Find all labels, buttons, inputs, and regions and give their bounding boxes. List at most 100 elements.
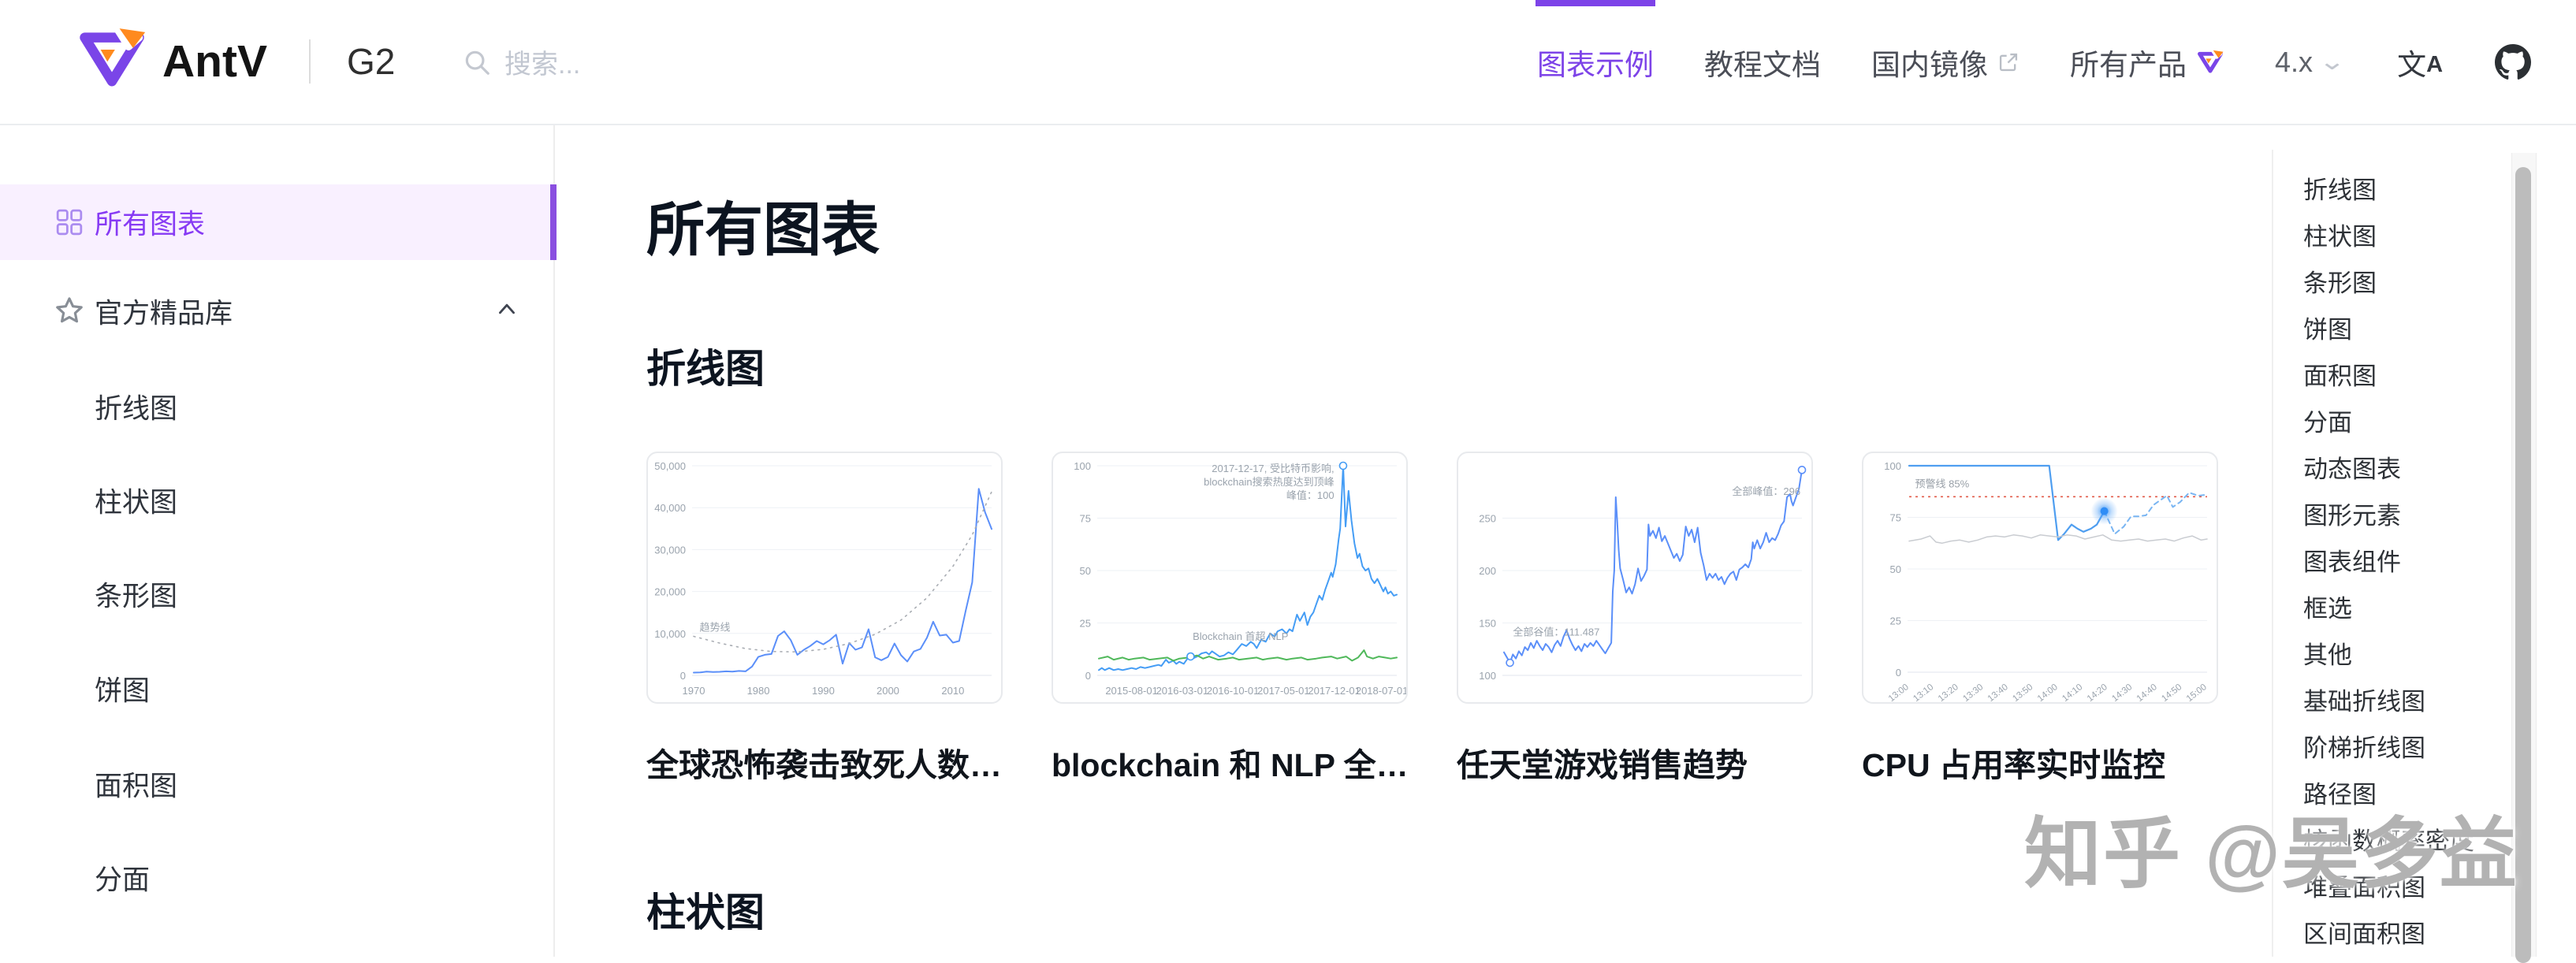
toc-item-1[interactable]: 柱状图 — [2303, 223, 2377, 251]
sidebar-item-2[interactable]: 折线图 — [0, 369, 555, 444]
sidebar-item-label: 柱状图 — [95, 487, 178, 519]
svg-text:2016-03-01: 2016-03-01 — [1156, 685, 1209, 697]
brand-g2[interactable]: G2 — [347, 41, 396, 82]
sidebar-item-5[interactable]: 饼图 — [0, 651, 555, 727]
section-heading-bar-charts: 柱状图 — [646, 890, 765, 935]
chart-card-3[interactable]: 0 25 50 75 100 13:00 13:10 13:20 13:30 13:40 13:50… — [1862, 452, 2218, 786]
svg-text:2010: 2010 — [941, 685, 964, 697]
toc-item-2[interactable]: 条形图 — [2303, 270, 2377, 297]
sidebar-item-7[interactable]: 分面 — [0, 840, 555, 916]
toc-item-7[interactable]: 图形元素 — [2303, 502, 2401, 530]
svg-text:14:00: 14:00 — [2036, 682, 2060, 704]
chart-card-1[interactable]: 0 25 50 75 100 2015-08-01 2016-03-01 2016-10-01… — [1052, 452, 1409, 786]
svg-text:blockchain搜索热度达到顶峰: blockchain搜索热度达到顶峰 — [1204, 476, 1334, 488]
thumbnail-chart-svg: 0 25 50 75 100 2015-08-012016-03-012016-10-01… — [1074, 460, 1406, 697]
svg-text:14:20: 14:20 — [2086, 682, 2109, 704]
svg-text:10,000: 10,000 — [654, 628, 686, 640]
nav-label: 教程文档 — [1704, 48, 1821, 81]
search-placeholder: 搜索... — [504, 50, 581, 80]
nav-label: 所有产品 — [2070, 48, 2187, 81]
svg-text:150: 150 — [1479, 618, 1496, 630]
svg-text:100: 100 — [1074, 460, 1091, 472]
svg-text:75: 75 — [1890, 512, 1901, 524]
toc-item-5[interactable]: 分面 — [2303, 409, 2352, 437]
svg-text:峰值：100: 峰值：100 — [1286, 489, 1335, 501]
sidebar-item-label: 分面 — [95, 864, 151, 896]
nav-docs[interactable]: 教程文档 — [1704, 0, 1821, 124]
antv-logo-icon[interactable] — [76, 26, 148, 95]
chart-card-caption: CPU 占用率实时监控 — [1862, 747, 2165, 783]
chart-thumbnail: 100 150 200 250 全部谷值：111.487 全部峰值：296 — [1457, 452, 1813, 704]
sidebar-item-label: 面积图 — [95, 771, 178, 802]
svg-text:25: 25 — [1080, 618, 1091, 630]
svg-text:全部峰值：296: 全部峰值：296 — [1732, 485, 1800, 497]
sidebar-item-0[interactable]: 所有图表 — [0, 184, 557, 260]
svg-text:0: 0 — [1896, 667, 1901, 679]
svg-text:全部谷值：111.487: 全部谷值：111.487 — [1513, 626, 1599, 638]
svg-text:75: 75 — [1080, 513, 1091, 525]
nav-examples[interactable]: 图表示例 — [1536, 0, 1655, 124]
sidebar-item-3[interactable]: 柱状图 — [0, 463, 555, 538]
svg-text:15:00: 15:00 — [2185, 682, 2209, 704]
svg-text:趋势线: 趋势线 — [700, 622, 731, 634]
nav-mirror[interactable]: 国内镜像 — [1871, 0, 2019, 124]
toc-item-0[interactable]: 折线图 — [2303, 177, 2377, 204]
toc-item-8[interactable]: 图表组件 — [2303, 548, 2401, 576]
toc-item-14[interactable]: 核函数概率密度 — [2303, 827, 2474, 855]
search-icon — [465, 50, 490, 75]
github-icon — [2495, 43, 2532, 80]
sidebar-item-label: 条形图 — [95, 581, 178, 612]
nav-products[interactable]: 所有产品 — [2070, 0, 2224, 124]
page-title: 所有图表 — [646, 197, 880, 262]
toc-item-9[interactable]: 框选 — [2303, 595, 2352, 623]
svg-text:13:20: 13:20 — [1937, 682, 1960, 704]
toc-item-10[interactable]: 其他 — [2303, 641, 2352, 669]
svg-text:13:00: 13:00 — [1887, 682, 1911, 704]
svg-text:100: 100 — [1479, 670, 1496, 682]
svg-text:14:10: 14:10 — [2060, 682, 2084, 704]
brand-antv[interactable]: AntV — [162, 36, 267, 87]
antv-mark-icon — [2198, 49, 2224, 73]
thumbnail-chart-svg: 100 150 200 250 全部谷值：111.487 全部峰值：296 — [1479, 466, 1807, 682]
svg-text:2015-08-01: 2015-08-01 — [1105, 685, 1158, 697]
sidebar-item-1[interactable]: 官方精品库 — [0, 273, 555, 349]
search-input[interactable]: 搜索... — [462, 0, 580, 124]
svg-text:25: 25 — [1890, 615, 1901, 627]
svg-text:200: 200 — [1479, 565, 1496, 577]
scrollbar-thumb[interactable] — [2515, 167, 2531, 963]
toc-item-4[interactable]: 面积图 — [2303, 363, 2377, 390]
chart-card-2[interactable]: 100 150 200 250 全部谷值：111.487 全部峰值：296 任天堂游戏销售趋… — [1457, 452, 1813, 786]
svg-text:14:30: 14:30 — [2110, 682, 2134, 704]
toc-item-3[interactable]: 饼图 — [2303, 316, 2352, 344]
github-link[interactable] — [2495, 0, 2532, 124]
sidebar-item-4[interactable]: 条形图 — [0, 556, 555, 632]
toc-item-11[interactable]: 基础折线图 — [2303, 688, 2425, 716]
svg-text:250: 250 — [1479, 513, 1496, 525]
nav-version[interactable]: 4.x ⌄ — [2275, 0, 2346, 124]
toc-item-12[interactable]: 阶梯折线图 — [2303, 734, 2425, 762]
nav-label: 4.x — [2275, 45, 2314, 78]
svg-text:Blockchain 首超 NLP: Blockchain 首超 NLP — [1193, 630, 1288, 642]
toc-item-16[interactable]: 区间面积图 — [2303, 920, 2425, 948]
toc: 折线图柱状图条形图饼图面积图分面动态图表图形元素图表组件框选其他基础折线图阶梯折… — [2303, 167, 2474, 957]
sidebar-item-6[interactable]: 面积图 — [0, 746, 555, 822]
chart-card-0[interactable]: 0 10,000 20,000 30,000 40,000 50,000 1970 1980 1… — [646, 452, 1003, 786]
nav-label: 图表示例 — [1537, 48, 1654, 81]
scrollbar-track[interactable] — [2511, 153, 2537, 963]
toc-item-6[interactable]: 动态图表 — [2303, 455, 2401, 483]
svg-text:2017-12-01: 2017-12-01 — [1308, 685, 1361, 697]
toc-item-13[interactable]: 路径图 — [2303, 781, 2377, 809]
chart-thumbnail: 0 10,000 20,000 30,000 40,000 50,000 1970 1980 1… — [646, 452, 1003, 704]
collapse-toggle[interactable] — [495, 298, 519, 325]
chart-card-caption: blockchain 和 NLP 全… — [1052, 747, 1409, 783]
svg-text:40,000: 40,000 — [654, 502, 686, 514]
chart-card-caption: 任天堂游戏销售趋势 — [1457, 747, 1748, 783]
svg-text:13:30: 13:30 — [1961, 682, 1985, 704]
sidebar-item-label: 折线图 — [95, 393, 178, 425]
chart-thumbnail: 0 25 50 75 100 2015-08-01 2016-03-01 2016-10-01… — [1052, 452, 1408, 704]
chevron-up-icon — [499, 303, 515, 314]
toc-item-15[interactable]: 堆叠面积图 — [2303, 874, 2425, 902]
